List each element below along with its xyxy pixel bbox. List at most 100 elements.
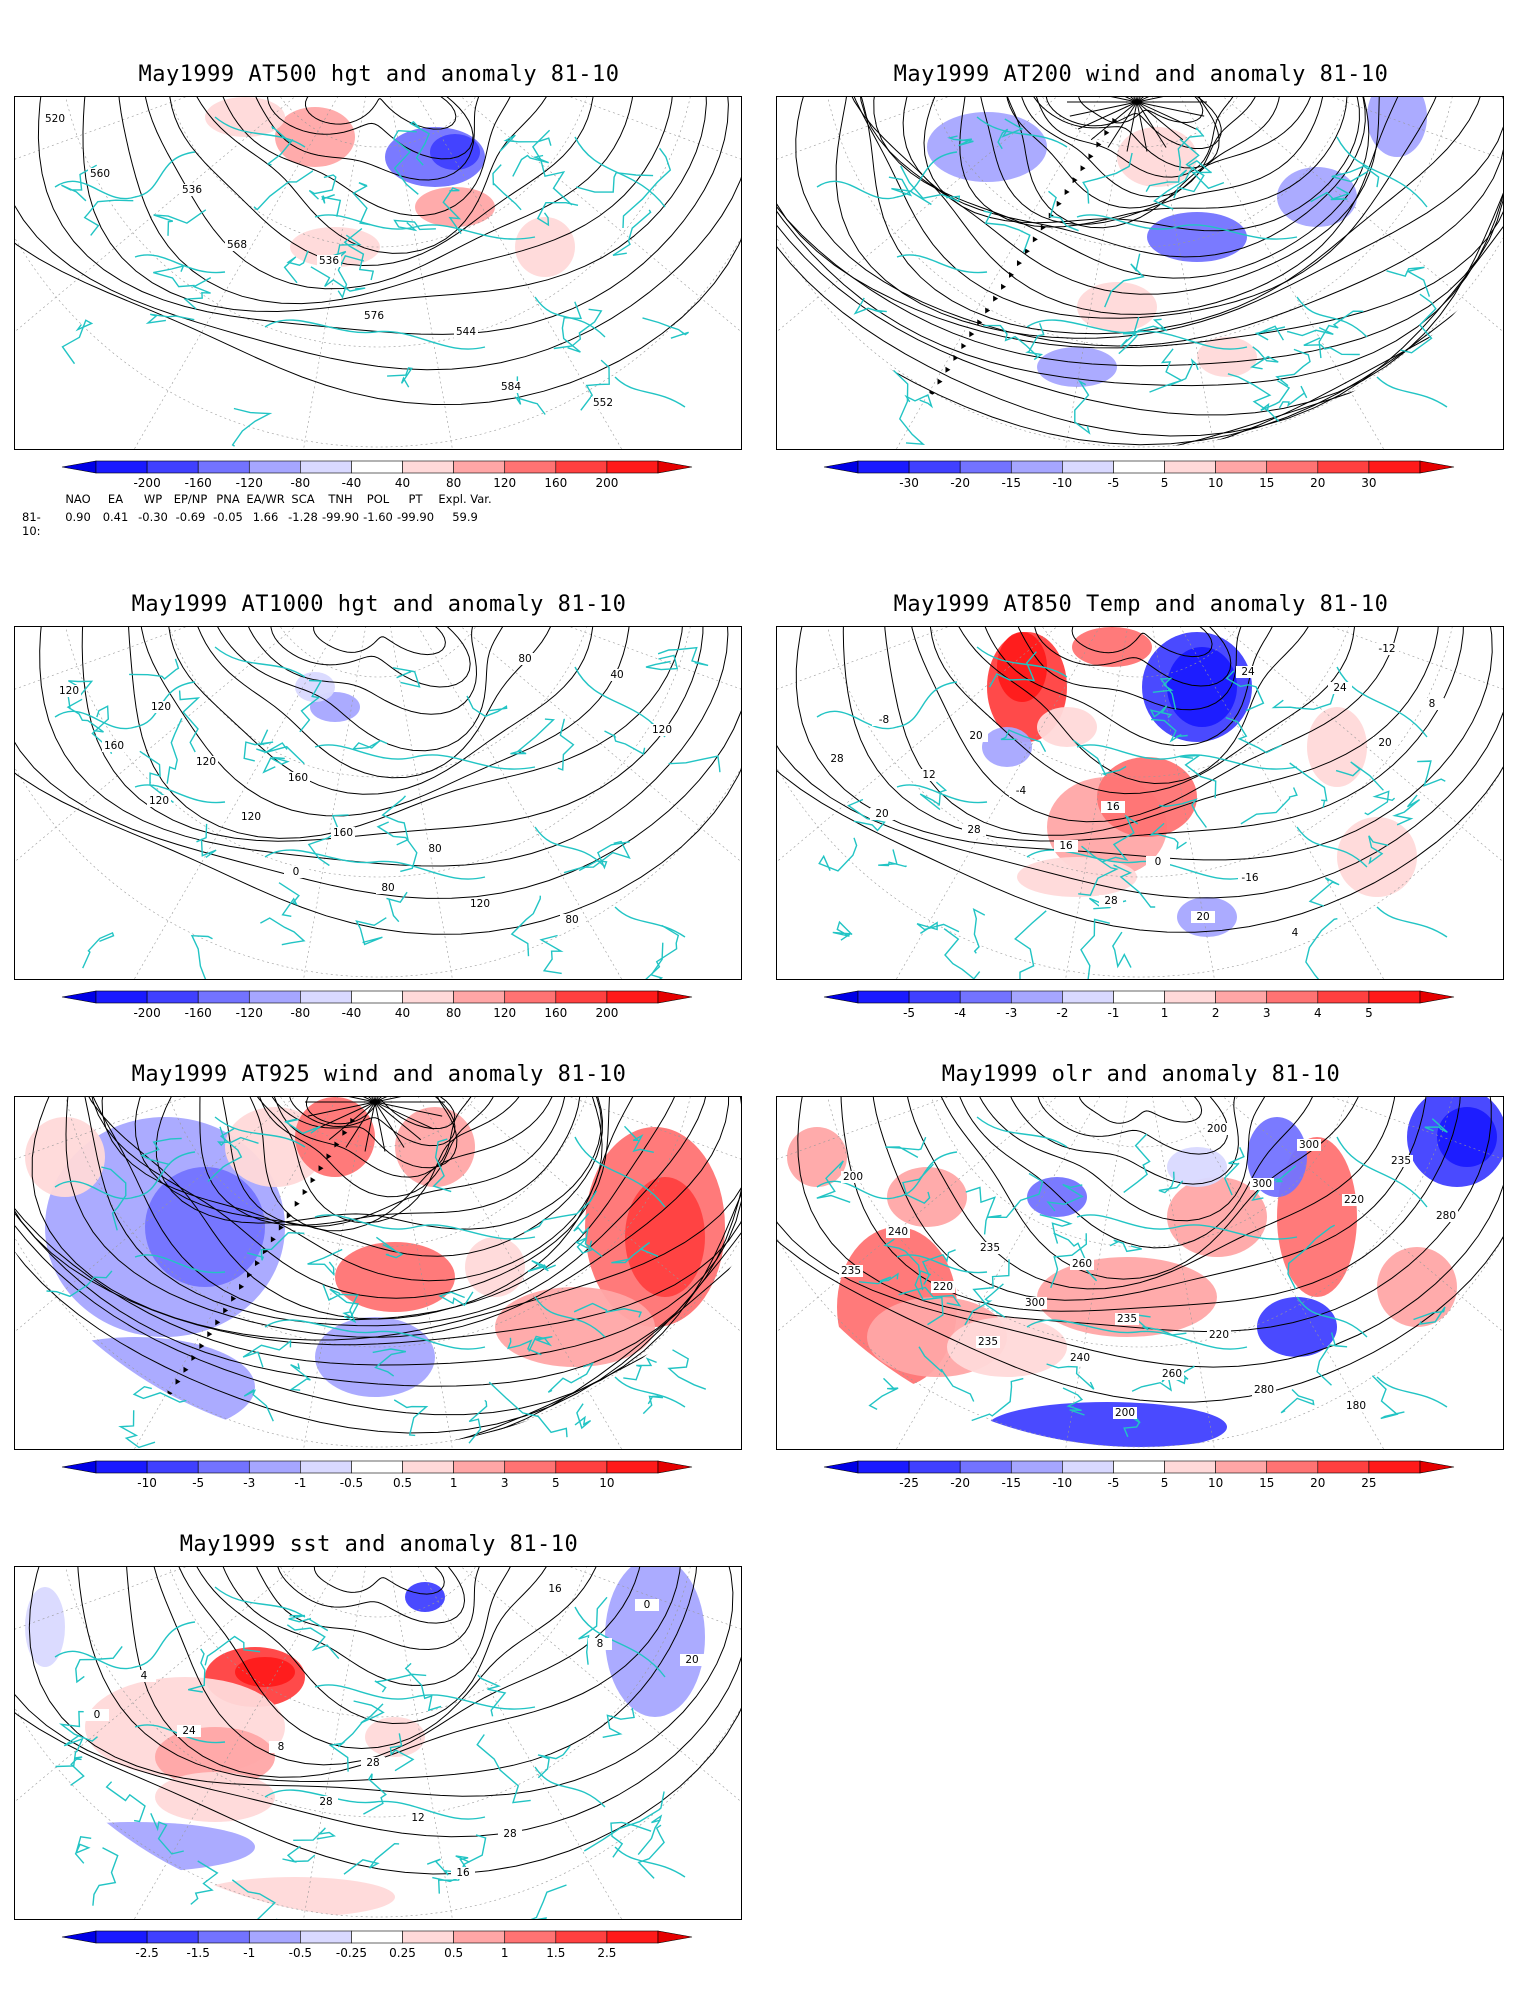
colorbar-tick-label: 40 bbox=[395, 1006, 410, 1020]
flow-arrow bbox=[175, 1378, 181, 1385]
streamline bbox=[1069, 101, 1138, 117]
contour-line bbox=[127, 627, 684, 839]
anomaly-patch bbox=[155, 1727, 275, 1787]
coastline bbox=[322, 1284, 359, 1324]
contour-label: 120 bbox=[151, 701, 171, 713]
coastline bbox=[1278, 385, 1308, 409]
colorbar-tick-label: -0.25 bbox=[336, 1946, 367, 1960]
streamline bbox=[315, 1097, 376, 1103]
colorbar-box bbox=[146, 1930, 199, 1944]
coastline bbox=[1318, 310, 1364, 359]
contour-label: 576 bbox=[364, 310, 384, 322]
colorbar-tick-label: 25 bbox=[1361, 1476, 1376, 1490]
panel-title: May1999 AT500 hgt and anomaly 81-10 bbox=[138, 62, 620, 87]
coastline bbox=[499, 134, 552, 152]
contour-label-bg bbox=[147, 795, 171, 807]
index-header: PT bbox=[408, 492, 423, 506]
coastline bbox=[610, 1821, 652, 1858]
index-value: -0.05 bbox=[213, 510, 243, 524]
index-header: EA bbox=[107, 492, 124, 506]
contour-label-bg bbox=[1009, 785, 1033, 797]
colorbar-under-arrow bbox=[61, 990, 97, 1004]
contour-label-bg bbox=[1342, 1194, 1366, 1206]
contour-line bbox=[193, 627, 555, 779]
anomaly-patch bbox=[927, 112, 1047, 182]
panel-at1000-hgt: May1999 AT1000 hgt and anomaly 81-10 120… bbox=[14, 592, 744, 1032]
coastline bbox=[253, 170, 314, 211]
colorbar: -2.5 -1.5 -1 -0.5 -0.25 0.25 0.5 1 1.5 2.5 bbox=[61, 1929, 693, 1969]
coastline bbox=[1050, 1233, 1088, 1288]
contour-label-bg bbox=[317, 255, 341, 267]
coastline bbox=[178, 690, 201, 753]
anomaly-patch bbox=[1307, 707, 1367, 787]
index-header: PNA bbox=[216, 492, 240, 506]
streamline bbox=[959, 97, 1348, 228]
meridian-line bbox=[1180, 627, 1384, 979]
streamline bbox=[1136, 101, 1148, 152]
index-value: -0.30 bbox=[138, 510, 168, 524]
panel-at925-wind: May1999 AT925 wind and anomaly 81-10 -10… bbox=[14, 1062, 744, 1502]
coastline bbox=[1149, 705, 1173, 719]
coastline bbox=[381, 795, 409, 846]
streamline bbox=[1136, 97, 1197, 103]
coastline bbox=[393, 1399, 429, 1437]
coastline bbox=[1310, 186, 1351, 203]
contour-line bbox=[143, 97, 635, 290]
contour-label-bg bbox=[650, 724, 674, 736]
coastline bbox=[816, 646, 1068, 730]
streamline bbox=[777, 97, 1503, 437]
contour-label: 8 bbox=[1429, 698, 1436, 710]
coastline bbox=[1123, 1408, 1141, 1438]
colorbar-tick-label: -1 bbox=[243, 1946, 255, 1960]
flow-arrow bbox=[254, 1260, 260, 1267]
colorbar-tick-label: 5 bbox=[552, 1476, 560, 1490]
index-header: NAO bbox=[65, 492, 91, 506]
anomaly-patch bbox=[315, 1317, 435, 1397]
coastline bbox=[134, 784, 486, 880]
contour-label: 80 bbox=[381, 882, 394, 894]
contour-label-bg bbox=[1207, 1329, 1231, 1341]
colorbar-box bbox=[606, 990, 659, 1004]
anomaly-patch bbox=[1072, 627, 1152, 667]
contour-line bbox=[777, 1097, 1503, 1403]
contour-label: 28 bbox=[1104, 895, 1117, 907]
contour-label: 180 bbox=[1346, 1400, 1366, 1412]
contour-label-bg bbox=[1115, 1313, 1139, 1325]
index-header: EP/NP bbox=[173, 492, 208, 506]
coastline bbox=[243, 729, 274, 762]
meridian-line bbox=[896, 97, 1100, 449]
coastlines bbox=[54, 116, 690, 447]
coastline bbox=[196, 823, 217, 858]
coastline bbox=[231, 1879, 278, 1919]
anomaly-patch bbox=[1377, 1247, 1457, 1327]
contour-label-bg bbox=[560, 914, 584, 926]
anomaly-patch bbox=[1257, 1297, 1337, 1357]
colorbar: -30 -20 -15 -10 -5 5 10 15 20 30 bbox=[823, 459, 1455, 499]
flow-arrow bbox=[270, 1236, 276, 1243]
coastline bbox=[623, 1125, 654, 1153]
flow-arrow bbox=[239, 1283, 245, 1290]
contour-label: 24 bbox=[1333, 682, 1347, 694]
coastline bbox=[308, 174, 337, 200]
meridian-line bbox=[777, 97, 1058, 332]
colorbar-tick-label: 40 bbox=[395, 476, 410, 490]
contour-lines bbox=[15, 627, 741, 935]
coastline bbox=[964, 1283, 1004, 1326]
contour-label-bg bbox=[1344, 1400, 1368, 1412]
meridian-line bbox=[460, 1567, 741, 1802]
flow-arrow bbox=[977, 319, 983, 326]
colorbar-box bbox=[908, 990, 961, 1004]
anomaly-patch bbox=[275, 107, 355, 167]
map-area: 260 220 180 200 235 235 280 235 240 300 260 300 280 2… bbox=[776, 1096, 1504, 1450]
streamline bbox=[858, 97, 1380, 295]
flow-arrow bbox=[159, 1402, 165, 1409]
coastline bbox=[314, 136, 666, 240]
contour-line bbox=[1071, 627, 1213, 658]
coastlines bbox=[54, 1586, 686, 1919]
colorbar-tick-label: -5 bbox=[903, 1006, 915, 1020]
colorbar-box bbox=[959, 1460, 1012, 1474]
coastline bbox=[534, 1296, 686, 1408]
coastline bbox=[387, 367, 413, 388]
coastline bbox=[645, 924, 680, 979]
contour-line bbox=[37, 97, 729, 335]
